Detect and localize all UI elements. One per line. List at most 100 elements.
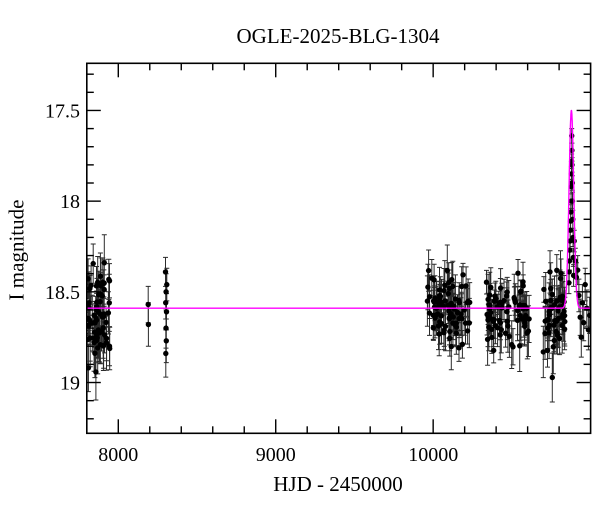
data-point — [99, 314, 106, 320]
model-curve — [86, 109, 591, 309]
data-point — [162, 269, 169, 275]
data-point — [462, 320, 469, 326]
data-point — [463, 283, 469, 289]
data-point — [101, 332, 108, 338]
y-tick-label: 18 — [60, 191, 80, 213]
data-point — [442, 298, 448, 304]
data-point — [97, 273, 104, 279]
data-point — [447, 311, 454, 318]
data-point — [442, 323, 449, 330]
data-point — [452, 321, 458, 328]
data-point — [92, 350, 98, 356]
data-point — [522, 320, 528, 326]
data-point — [515, 307, 521, 314]
data-point — [94, 299, 100, 305]
data-point — [504, 289, 510, 295]
data-point — [488, 284, 494, 291]
data-point — [93, 337, 100, 344]
data-point — [163, 338, 169, 344]
data-point — [93, 315, 99, 321]
data-point — [452, 296, 459, 302]
data-point — [436, 287, 443, 293]
data-point — [459, 315, 465, 322]
data-point — [549, 374, 555, 381]
data-point — [515, 270, 521, 276]
data-point — [145, 301, 151, 308]
data-point — [509, 341, 515, 348]
data-point — [431, 277, 437, 283]
data-point — [106, 300, 113, 306]
data-point — [100, 279, 106, 286]
data-point — [547, 269, 553, 275]
x-tick-label: 8000 — [98, 444, 138, 466]
data-point — [487, 302, 493, 309]
data-point — [497, 332, 503, 338]
data-point — [567, 238, 573, 244]
data-point — [505, 323, 511, 329]
data-point — [163, 309, 170, 315]
data-point — [489, 334, 495, 341]
data-point — [579, 300, 586, 306]
data-point — [582, 281, 588, 288]
data-point — [436, 302, 442, 308]
y-tick-label: 17.5 — [45, 101, 80, 123]
data-point — [492, 322, 499, 329]
data-point — [93, 283, 100, 289]
data-point — [424, 298, 431, 304]
error-bar-path — [86, 128, 591, 403]
data-point — [451, 306, 457, 312]
data-point — [516, 303, 522, 309]
data-point — [581, 320, 587, 326]
data-point — [91, 329, 98, 335]
data-point — [86, 322, 92, 328]
data-point — [498, 326, 504, 333]
data-point — [543, 298, 549, 305]
data-point — [446, 316, 452, 322]
data-point — [86, 276, 91, 282]
data-point — [93, 304, 100, 310]
data-point — [558, 270, 564, 276]
data-point — [445, 290, 451, 297]
data-point — [438, 313, 444, 319]
data-point — [555, 308, 561, 314]
data-point — [437, 293, 444, 299]
data-point — [107, 345, 113, 352]
data-point — [511, 294, 517, 301]
data-point — [459, 283, 465, 290]
data-point — [90, 260, 96, 267]
data-point — [96, 329, 102, 335]
data-point — [484, 336, 491, 343]
data-point — [163, 300, 169, 306]
data-point — [548, 285, 554, 292]
data-point — [540, 349, 546, 355]
data-point — [549, 291, 555, 298]
data-point — [567, 247, 573, 253]
data-point — [557, 275, 564, 282]
data-point — [441, 287, 447, 294]
data-point — [430, 325, 436, 331]
data-point — [554, 298, 560, 304]
data-point — [518, 288, 524, 294]
data-point — [504, 318, 510, 324]
data-point — [524, 330, 530, 336]
data-point — [446, 279, 452, 286]
data-point — [546, 330, 552, 336]
data-point — [426, 294, 433, 300]
data-point — [491, 316, 497, 323]
data-point — [86, 365, 92, 371]
data-point — [499, 300, 505, 307]
data-point — [485, 296, 491, 303]
data-point — [103, 319, 109, 326]
data-point — [163, 350, 169, 357]
data-point — [101, 260, 108, 266]
data-point — [548, 297, 554, 304]
data-point — [465, 298, 471, 305]
data-point — [491, 347, 497, 354]
data-point — [86, 300, 92, 306]
data-point — [163, 289, 169, 295]
data-point — [442, 282, 448, 288]
data-point — [578, 334, 584, 340]
data-point — [87, 335, 93, 341]
data-point — [520, 279, 526, 285]
data-point — [550, 344, 556, 350]
